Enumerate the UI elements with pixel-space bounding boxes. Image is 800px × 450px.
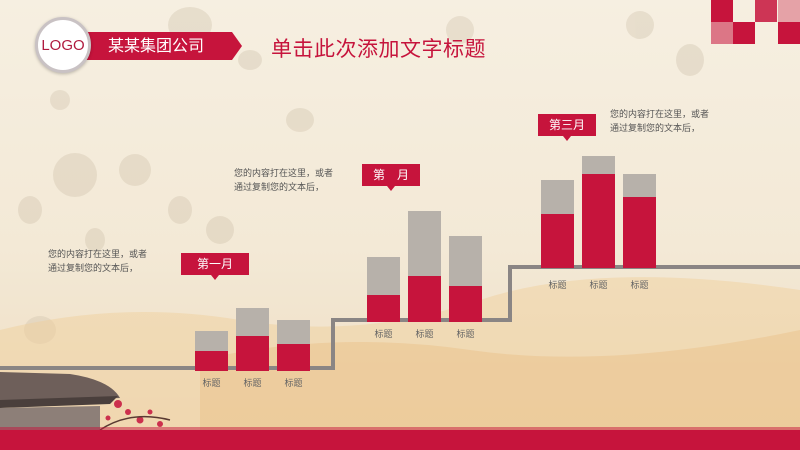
bar-gray-g1-1 [195, 331, 228, 351]
bar-gray-g1-3 [277, 320, 310, 344]
note-line-1-2: 通过复制您的文本后， [48, 264, 139, 274]
category-label-g3-2: 标题 [589, 281, 608, 291]
bar-red-g1-1 [195, 351, 228, 371]
company-name-bar: 某某集团公司 [62, 32, 242, 60]
month-label-3: 第三月 [538, 114, 596, 141]
category-label-g2-3: 标题 [456, 330, 475, 340]
note-line-1-1: 您的内容打在这里，或者 [48, 250, 148, 260]
bar-gray-g3-3 [623, 174, 656, 197]
bar-red-g2-3 [449, 286, 482, 322]
note-text-1: 您的内容打在这里，或者 通过复制您的文本后， [48, 248, 147, 276]
note-line-3-2: 通过复制您的文本后， [610, 124, 701, 134]
bar-gray-g1-2 [236, 308, 269, 336]
bar-red-g2-1 [367, 295, 400, 322]
bar-gray-g2-2 [408, 211, 441, 276]
note-line-2-1: 您的内容打在这里，或者 [234, 169, 334, 179]
note-line-3-1: 您的内容打在这里，或者 [610, 110, 710, 120]
month-label-2: 第 月 [362, 164, 420, 191]
page-title: 单击此次添加文字标题 [271, 37, 486, 61]
bar-red-g2-2 [408, 276, 441, 322]
bar-red-g3-2 [582, 174, 615, 268]
logo-text: LOGO [41, 36, 85, 54]
bar-gray-g3-2 [582, 156, 615, 174]
month-label-1: 第一月 [181, 253, 249, 280]
bar-red-g1-2 [236, 336, 269, 371]
category-label-g1-3: 标题 [284, 379, 303, 389]
category-label-g3-1: 标题 [548, 281, 567, 291]
category-label-g1-2: 标题 [243, 379, 262, 389]
note-line-2-2: 通过复制您的文本后， [234, 183, 325, 193]
bar-red-g3-3 [623, 197, 656, 268]
bar-gray-g3-1 [541, 180, 574, 214]
category-label-g2-1: 标题 [374, 330, 393, 340]
bar-gray-g2-1 [367, 257, 400, 295]
bar-gray-g2-3 [449, 236, 482, 286]
category-label-g1-1: 标题 [202, 379, 221, 389]
bar-red-g3-1 [541, 214, 574, 268]
bar-red-g1-3 [277, 344, 310, 371]
company-name: 某某集团公司 [108, 36, 205, 55]
logo: LOGO [35, 17, 91, 73]
category-label-g3-3: 标题 [630, 281, 649, 291]
category-label-g2-2: 标题 [415, 330, 434, 340]
note-text-3: 您的内容打在这里，或者 通过复制您的文本后， [610, 108, 709, 136]
note-text-2: 您的内容打在这里，或者 通过复制您的文本后， [234, 167, 333, 195]
